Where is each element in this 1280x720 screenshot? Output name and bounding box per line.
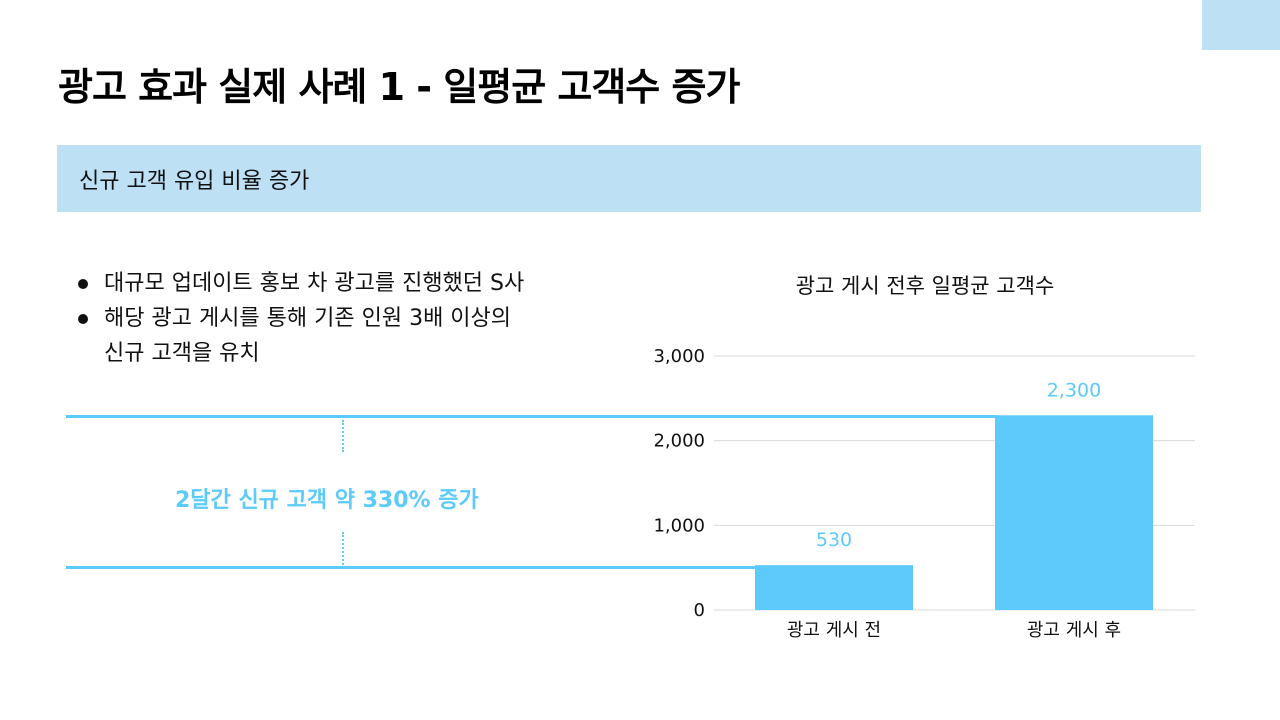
data-label: 2,300 (1047, 379, 1101, 401)
bar (755, 565, 913, 610)
bullet-item: 대규모 업데이트 홍보 차 광고를 진행했던 S사 (78, 266, 638, 301)
callout-text: 2달간 신규 고객 약 330% 증가 (175, 488, 479, 513)
bullet-list: 대규모 업데이트 홍보 차 광고를 진행했던 S사 해당 광고 게시를 통해 기… (78, 266, 638, 371)
bullet-dot (78, 279, 88, 289)
bullet-item: 해당 광고 게시를 통해 기존 인원 3배 이상의 신규 고객을 유치 (78, 301, 638, 371)
callout-bottom-line (66, 566, 756, 569)
section-banner: 신규 고객 유입 비율 증가 (57, 145, 1201, 212)
x-tick-label: 광고 게시 후 (1027, 620, 1121, 641)
callout-dash-bottom (342, 532, 344, 565)
data-label: 530 (816, 529, 852, 551)
callout-dash-top (342, 420, 344, 452)
page-title: 광고 효과 실제 사례 1 - 일평균 고객수 증가 (58, 65, 740, 109)
y-tick-label: 1,000 (653, 515, 705, 536)
bullet-text: 대규모 업데이트 홍보 차 광고를 진행했던 S사 (104, 271, 525, 296)
bar (995, 415, 1153, 610)
x-tick-label: 광고 게시 전 (787, 620, 881, 641)
chart-title: 광고 게시 전후 일평균 고객수 (795, 274, 1055, 298)
section-label: 신규 고객 유입 비율 증가 (79, 168, 310, 194)
y-tick-label: 2,000 (653, 431, 705, 452)
y-tick-label: 3,000 (653, 346, 705, 367)
corner-accent (1202, 0, 1280, 50)
bullet-text: 해당 광고 게시를 통해 기존 인원 3배 이상의 신규 고객을 유치 (104, 306, 512, 366)
bullet-dot (78, 314, 88, 324)
y-tick-label: 0 (694, 600, 705, 621)
callout-top-line (66, 415, 996, 418)
